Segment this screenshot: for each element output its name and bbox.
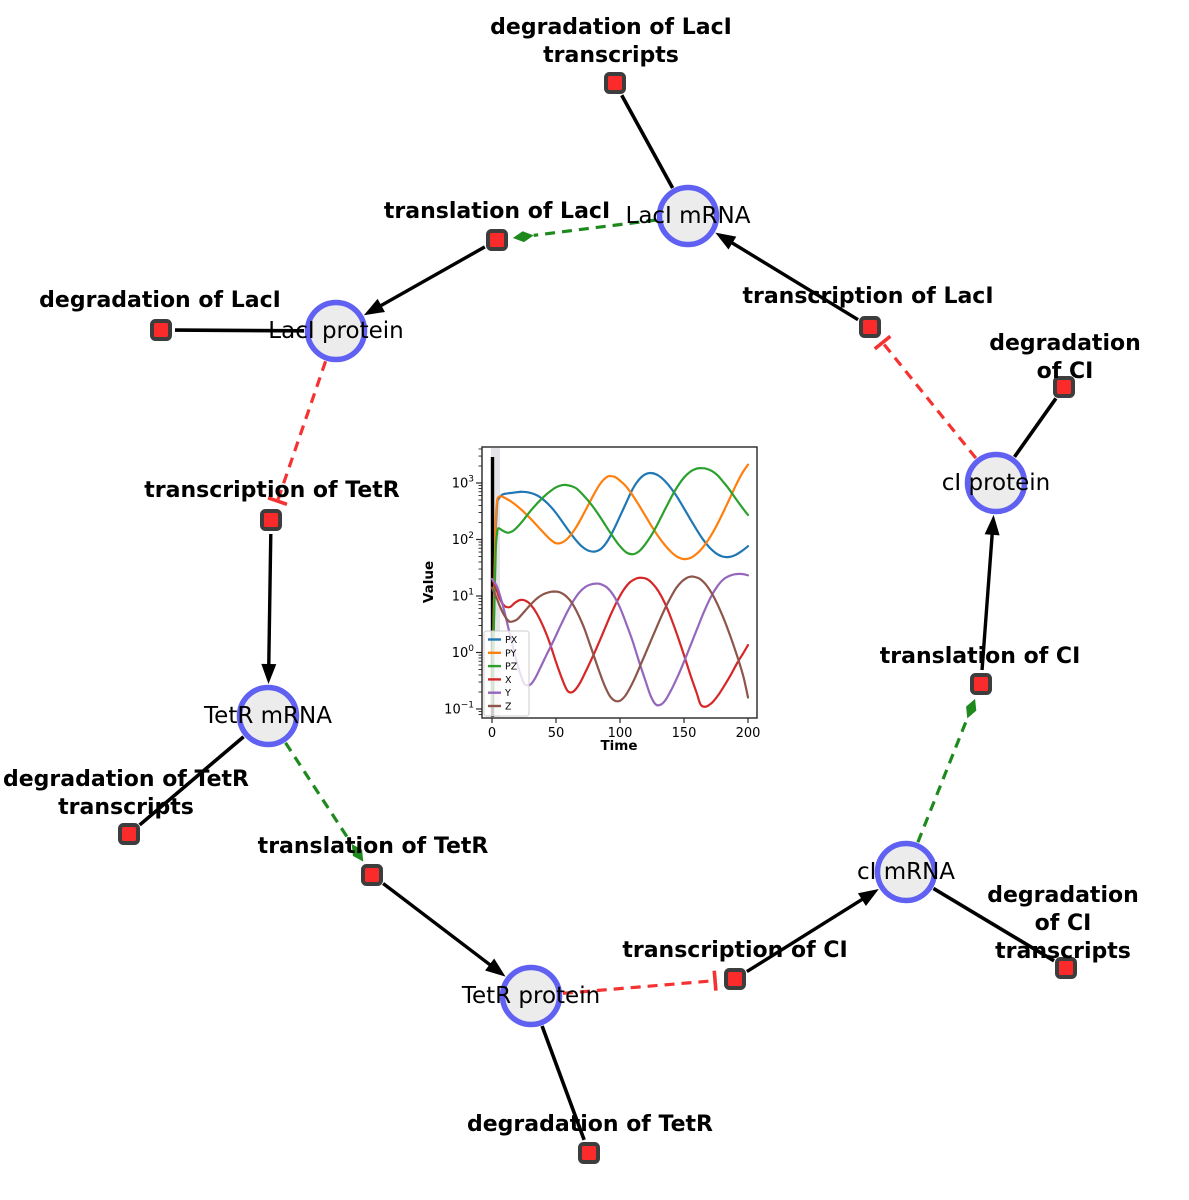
edge-tetr_protein-deg_tetr bbox=[540, 1025, 586, 1141]
edge-transl_laci-laci_protein bbox=[377, 245, 486, 309]
x-tick-label: 200 bbox=[736, 726, 761, 741]
legend-label-Y: Y bbox=[504, 688, 511, 699]
edge-transc_ci-ci_mrna-arrowhead bbox=[857, 888, 879, 906]
edge-laci_mrna-transl_laci bbox=[533, 218, 657, 237]
node-layer bbox=[118, 72, 1077, 1164]
chart-x-axis-label: Time bbox=[600, 738, 637, 754]
series-line-Z bbox=[490, 575, 750, 703]
edge-tetr_protein-transc_ci-tbar bbox=[712, 970, 718, 991]
edge-transc_tetr-tetr_mrna-arrowhead bbox=[261, 663, 277, 685]
edge-ci_protein-transc_laci bbox=[881, 341, 978, 460]
reaction-node-deg_ci_tx bbox=[1055, 957, 1077, 979]
reaction-node-transc_tetr bbox=[260, 509, 282, 531]
edge-transc_laci-laci_mrna-arrowhead bbox=[715, 232, 737, 250]
series-line-PX bbox=[490, 471, 750, 706]
edge-tetr_mrna-transl_tetr bbox=[284, 741, 354, 845]
edge-ci_protein-deg_ci bbox=[1013, 397, 1058, 458]
edge-laci_mrna-deg_laci_tx bbox=[620, 94, 675, 189]
x-tick-label: 50 bbox=[548, 726, 565, 741]
y-tick-label: 10−1 bbox=[444, 701, 474, 718]
legend-label-PY: PY bbox=[505, 648, 517, 659]
reaction-node-deg_laci bbox=[150, 319, 172, 341]
inset-chart: 0 50 100 150 20010310210110010−1TimeValuePXP… bbox=[421, 446, 761, 754]
legend-label-PZ: PZ bbox=[505, 662, 518, 673]
edge-ci_mrna-deg_ci_tx bbox=[932, 886, 1055, 963]
species-node-ci_protein bbox=[964, 451, 1028, 515]
edge-ci_mrna-transl_ci bbox=[916, 717, 969, 843]
edge-tetr_mrna-transl_tetr-arrowhead bbox=[351, 844, 364, 862]
reaction-node-transc_ci bbox=[724, 968, 746, 990]
species-node-laci_protein bbox=[304, 299, 368, 363]
reaction-node-deg_ci bbox=[1053, 376, 1075, 398]
reaction-node-deg_laci_tx bbox=[604, 72, 626, 94]
edge-laci_protein-deg_laci bbox=[174, 328, 305, 333]
edge-transl_tetr-tetr_protein bbox=[382, 882, 494, 968]
legend-label-PX: PX bbox=[505, 635, 518, 646]
edge-transl_ci-ci_protein-arrowhead bbox=[984, 514, 1000, 536]
species-node-tetr_protein bbox=[499, 964, 563, 1028]
edge-ci_protein-transc_laci-tbar bbox=[873, 334, 892, 351]
y-tick-label: 102 bbox=[452, 531, 474, 548]
reaction-node-transc_laci bbox=[859, 316, 881, 338]
reaction-node-deg_tetr bbox=[578, 1142, 600, 1164]
x-tick-label: 150 bbox=[672, 726, 697, 741]
edge-tetr_protein-transc_ci bbox=[562, 979, 716, 995]
y-tick-label: 103 bbox=[452, 475, 474, 492]
chart-y-axis-label: Value bbox=[421, 561, 437, 603]
x-tick-label: 0 bbox=[488, 726, 496, 741]
edge-transl_ci-ci_protein bbox=[980, 531, 995, 671]
legend-label-Z: Z bbox=[505, 702, 512, 713]
series-line-PZ bbox=[490, 467, 750, 706]
reaction-node-transl_ci bbox=[970, 673, 992, 695]
edge-laci_protein-transc_tetr-tbar bbox=[267, 496, 288, 507]
edge-layer bbox=[138, 94, 1058, 1141]
edge-tetr_mrna-deg_tetr_tx bbox=[138, 735, 245, 827]
edge-ci_mrna-transl_ci-arrowhead bbox=[966, 698, 977, 719]
x-tick-label: 100 bbox=[608, 726, 633, 741]
chart-legend: PX PY PZ XYZ bbox=[483, 630, 530, 717]
species-node-laci_mrna bbox=[656, 184, 720, 248]
edge-transc_ci-ci_mrna bbox=[745, 896, 866, 974]
y-tick-label: 100 bbox=[452, 644, 475, 661]
edge-transc_tetr-tetr_mrna bbox=[267, 533, 273, 668]
reaction-node-transl_laci bbox=[486, 229, 508, 251]
y-tick-label: 101 bbox=[452, 588, 474, 605]
edge-transc_laci-laci_mrna bbox=[728, 240, 859, 322]
edge-laci_mrna-transl_laci-arrowhead bbox=[512, 231, 534, 243]
reaction-node-transl_tetr bbox=[361, 864, 383, 886]
species-node-tetr_mrna bbox=[236, 684, 300, 748]
legend-label-X: X bbox=[505, 675, 512, 686]
species-node-ci_mrna bbox=[874, 840, 938, 904]
edge-transl_laci-laci_protein-arrowhead bbox=[363, 298, 385, 316]
edge-transl_tetr-tetr_protein-arrowhead bbox=[485, 958, 506, 977]
reaction-node-deg_tetr_tx bbox=[118, 823, 140, 845]
series-line-PY bbox=[490, 463, 750, 706]
edge-laci_protein-transc_tetr bbox=[275, 360, 328, 502]
